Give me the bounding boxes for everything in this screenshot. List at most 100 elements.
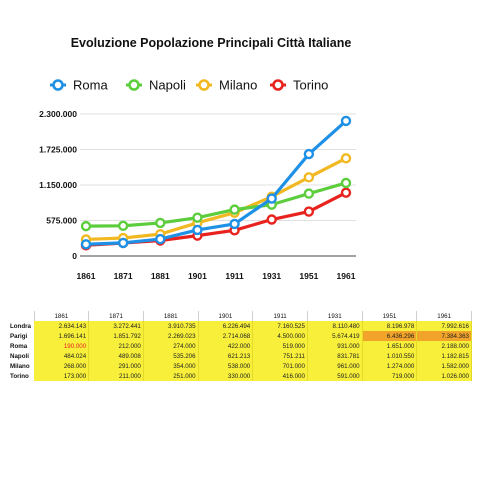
series-line (85, 119, 348, 246)
table-cell: 173.000 (34, 371, 90, 381)
legend-marker (272, 79, 284, 91)
table-header-cell: 1871 (88, 311, 144, 321)
y-tick-label: 1.150.000 (39, 180, 77, 190)
table-cell: 354.000 (143, 361, 199, 371)
x-tick-label: 1911 (225, 271, 244, 281)
legend-marker (198, 79, 210, 91)
table-cell: 961.000 (307, 361, 363, 371)
table-cell: 211.000 (88, 371, 144, 381)
table-cell: 3.910.735 (143, 321, 199, 331)
table-cell: 1.010.550 (362, 351, 418, 361)
table-cell: 330.000 (198, 371, 254, 381)
series-line (85, 181, 347, 228)
table-cell: 484.024 (34, 351, 90, 361)
table-cell: 1.026.000 (416, 371, 472, 381)
data-point (303, 172, 315, 183)
table-header-cell: 1951 (362, 311, 418, 321)
table-cell: 190.000 (34, 341, 90, 351)
table-header-cell: 1911 (252, 311, 308, 321)
legend-item-napoli: Napoli (126, 78, 186, 93)
table-cell: 1.651.000 (362, 341, 418, 351)
y-tick-label: 1.725.000 (39, 145, 77, 155)
table-corner-cell (8, 311, 35, 321)
legend-label: Milano (219, 78, 257, 93)
table-cell: 1.851.792 (88, 331, 144, 341)
table-cell: 701.000 (252, 361, 308, 371)
table-cell: 519.000 (252, 341, 308, 351)
table-cell: 8.196.978 (362, 321, 418, 331)
data-point (117, 237, 129, 249)
table-row: Parigi 1.696.141 1.851.792 2.269.023 2.714.0… (8, 331, 472, 341)
table-cell: 7.160.525 (252, 321, 308, 331)
table-cell: 212.000 (88, 341, 144, 351)
x-tick-label: 1961 (337, 271, 356, 281)
data-point (80, 220, 92, 232)
x-tick-label: 1881 (151, 271, 170, 281)
table-header-cell: 1901 (198, 311, 254, 321)
table-row-label: Torino (8, 371, 34, 381)
data-point (229, 204, 240, 215)
table-cell: 2.714.068 (198, 331, 254, 341)
table-cell: 416.000 (252, 371, 308, 381)
table-header-cell: 1881 (143, 311, 199, 321)
table-header-cell: 1931 (307, 311, 363, 321)
chart-grid (80, 113, 356, 257)
data-point (303, 188, 315, 199)
table-cell: 751.211 (252, 351, 308, 361)
table-cell: 1.582.000 (416, 361, 472, 371)
table-body: Londra 2.634.143 3.272.441 3.910.735 6.226.4… (8, 321, 472, 381)
table-cell: 931.000 (307, 341, 363, 351)
table-row-label: Milano (8, 361, 34, 371)
population-table: 1861 1871 1881 1901 1911 1931 1951 1961 Londra 2… (8, 311, 472, 381)
table-cell: 8.110.480 (307, 321, 363, 331)
table-row: Napoli 484.024 489.008 535.206 621.213 751.21… (8, 351, 472, 361)
table-cell: 7.992.616 (416, 321, 472, 331)
table-row-label: Parigi (8, 331, 34, 341)
chart-legend: Roma Napoli Milano Torino (50, 78, 328, 93)
table-header-cell: 1961 (416, 311, 472, 321)
x-tick-label: 1871 (114, 271, 133, 281)
x-tick-label: 1861 (77, 271, 96, 281)
legend-item-torino: Torino (270, 78, 328, 93)
data-point (340, 177, 352, 189)
table-row-label: Napoli (8, 351, 34, 361)
table-cell: 4.500.000 (252, 331, 308, 341)
table-row-label: Londra (8, 321, 34, 331)
data-point (155, 233, 166, 245)
data-point (303, 148, 315, 160)
data-point (229, 218, 240, 230)
data-point (266, 193, 277, 204)
table-cell: 1.274.000 (362, 361, 418, 371)
series-line (85, 156, 347, 242)
data-point (340, 187, 352, 198)
table-cell: 1.696.141 (34, 331, 90, 341)
data-point (340, 115, 352, 127)
table-cell: 5.674.419 (307, 331, 363, 341)
data-point (192, 224, 203, 236)
legend-label: Roma (73, 78, 108, 93)
table-cell: 1.182.815 (416, 351, 472, 361)
legend-marker (52, 79, 64, 91)
y-axis: 0 575.000 1.150.000 1.725.000 2.300.000 (39, 109, 77, 261)
table-cell: 2.269.023 (143, 331, 199, 341)
x-axis: 1861 1871 1881 1901 1911 1931 1951 1961 (77, 271, 356, 281)
table-cell: 2.188.000 (416, 341, 472, 351)
x-tick-label: 1931 (262, 271, 281, 281)
legend-item-milano: Milano (196, 78, 257, 93)
legend-label: Napoli (149, 78, 186, 93)
table-cell: 274.000 (143, 341, 199, 351)
legend-label: Torino (293, 78, 328, 93)
table-cell: 3.272.441 (88, 321, 144, 331)
table-cell: 7.384.363 (416, 331, 472, 341)
table-row: Londra 2.634.143 3.272.441 3.910.735 6.226.4… (8, 321, 472, 331)
y-tick-label: 2.300.000 (39, 109, 77, 119)
table-cell: 268.000 (34, 361, 90, 371)
data-point (80, 239, 92, 250)
table-cell: 291.000 (88, 361, 144, 371)
data-point (340, 153, 352, 164)
table-header-row: 1861 1871 1881 1901 1911 1931 1951 1961 (8, 311, 472, 321)
table-row: Roma 190.000 212.000 274.000 422.000 519.000 9… (8, 341, 472, 351)
table-cell: 251.000 (143, 371, 199, 381)
x-tick-label: 1901 (188, 271, 207, 281)
table-cell: 6.436.296 (362, 331, 418, 341)
